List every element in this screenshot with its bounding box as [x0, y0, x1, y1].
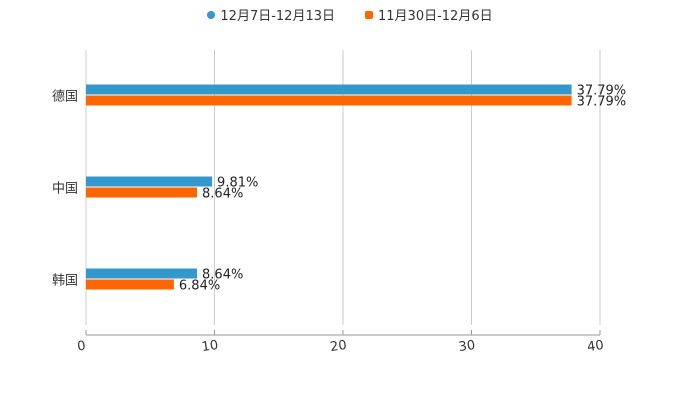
- y-category-label: 韩国: [52, 274, 78, 289]
- legend-label: 12月7日-12月13日: [220, 9, 335, 24]
- data-label: 37.79%: [577, 95, 627, 110]
- data-label: 8.64%: [202, 187, 243, 202]
- x-tick-label: 40: [586, 338, 604, 355]
- x-tick-label: 0: [76, 339, 86, 355]
- legend-item-series-2[interactable]: 11月30日-12月6日: [365, 5, 493, 24]
- x-tick-label: 20: [329, 338, 347, 355]
- bar: [86, 268, 198, 279]
- x-tick-label: 10: [201, 338, 219, 355]
- bar: [86, 95, 572, 106]
- data-label: 37.79%: [577, 84, 627, 99]
- data-label: 6.84%: [179, 279, 220, 294]
- y-category-label: 德国: [52, 90, 78, 105]
- y-category-label: 中国: [52, 182, 78, 197]
- legend-marker: [207, 10, 216, 19]
- legend-marker: [365, 10, 373, 19]
- data-label: 9.81%: [217, 176, 258, 191]
- legend-item-series-1[interactable]: 12月7日-12月13日: [207, 5, 335, 24]
- legend: 12月7日-12月13日 11月30日-12月6日: [0, 5, 700, 24]
- data-label: 8.64%: [202, 268, 243, 283]
- bar: [86, 279, 174, 290]
- legend-label: 11月30日-12月6日: [378, 9, 493, 24]
- bar: [86, 187, 198, 198]
- bar: [86, 176, 213, 187]
- x-tick-label: 30: [458, 338, 476, 355]
- bar: [86, 84, 572, 95]
